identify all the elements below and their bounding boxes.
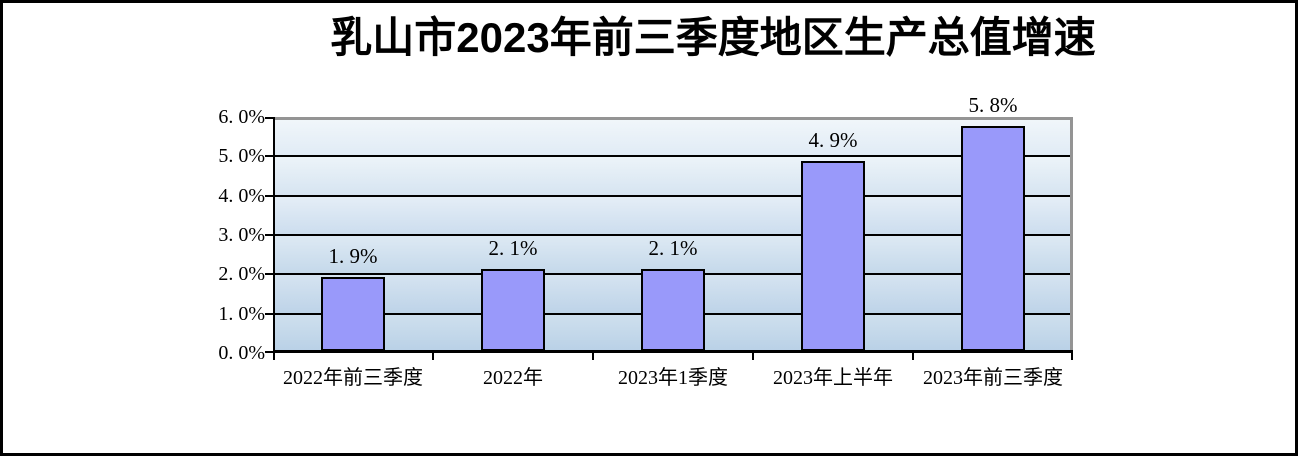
gridline xyxy=(265,234,1073,236)
x-axis-tick xyxy=(1071,353,1073,360)
bar-data-label: 4. 9% xyxy=(808,128,858,152)
y-axis-label: 1. 0% xyxy=(218,303,265,325)
gridline xyxy=(265,155,1073,157)
bar xyxy=(641,269,705,351)
x-axis-line xyxy=(273,350,1073,353)
x-axis-tick xyxy=(752,353,754,360)
plot-border-top xyxy=(273,117,1073,120)
x-axis-tick xyxy=(273,353,275,360)
x-axis-label: 2022年前三季度 xyxy=(283,367,423,389)
y-axis-label: 3. 0% xyxy=(218,224,265,246)
y-axis-label: 6. 0% xyxy=(218,106,265,128)
x-axis-tick xyxy=(592,353,594,360)
y-axis-tick xyxy=(265,273,275,275)
y-axis-tick xyxy=(265,155,275,157)
plot-band xyxy=(273,117,1073,157)
plot-band xyxy=(273,195,1073,235)
chart-title: 乳山市2023年前三季度地区生产总值增速 xyxy=(330,14,1096,61)
x-axis-label: 2023年前三季度 xyxy=(923,367,1063,389)
gridline xyxy=(265,195,1073,197)
bar xyxy=(481,269,545,351)
x-axis-label: 2023年1季度 xyxy=(618,367,728,389)
y-axis-line xyxy=(273,117,275,353)
x-axis-label: 2023年上半年 xyxy=(773,367,893,389)
y-axis-label: 4. 0% xyxy=(218,185,265,207)
plot-band xyxy=(273,235,1073,275)
bar xyxy=(961,126,1025,351)
bar xyxy=(801,161,865,351)
bar-data-label: 1. 9% xyxy=(328,244,378,268)
y-axis-tick xyxy=(265,234,275,236)
x-axis-tick xyxy=(912,353,914,360)
plot-band xyxy=(273,156,1073,196)
bar xyxy=(321,277,385,351)
y-axis-tick xyxy=(265,117,275,119)
plot-border-right xyxy=(1070,117,1073,353)
y-axis-label: 0. 0% xyxy=(218,342,265,364)
x-axis-label: 2022年 xyxy=(483,367,543,389)
y-axis-tick xyxy=(265,351,275,353)
bar-data-label: 2. 1% xyxy=(648,236,698,260)
y-axis-tick xyxy=(265,195,275,197)
y-axis-tick xyxy=(265,313,275,315)
x-axis-tick xyxy=(432,353,434,360)
bar-data-label: 2. 1% xyxy=(488,236,538,260)
y-axis-label: 2. 0% xyxy=(218,263,265,285)
plot-area xyxy=(265,117,1073,360)
y-axis-label: 5. 0% xyxy=(218,145,265,167)
bar-data-label: 5. 8% xyxy=(968,93,1018,117)
